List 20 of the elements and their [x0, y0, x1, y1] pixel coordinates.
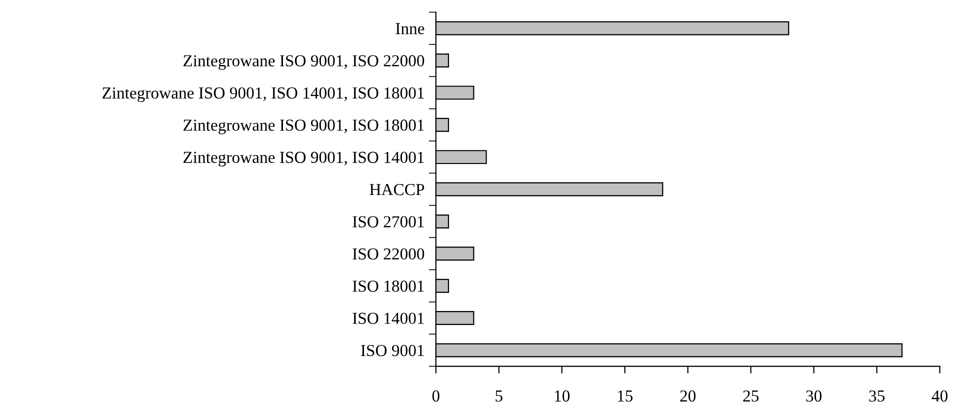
x-tick-label: 30: [806, 390, 822, 402]
y-tick-label: Zintegrowane ISO 9001, ISO 14001, ISO 18001: [102, 87, 424, 102]
y-tick-label: Zintegrowane ISO 9001, ISO 18001: [183, 120, 424, 134]
x-tick-label: 0: [432, 390, 440, 402]
x-tick-label: 40: [932, 390, 948, 402]
y-tick-label: Zintegrowane ISO 9001, ISO 22000: [183, 55, 424, 70]
y-tick-label: ISO 22000: [352, 248, 424, 260]
y-tick-label: ISO 14001: [352, 312, 424, 324]
x-tick-label: 25: [743, 390, 759, 402]
y-tick-label: ISO 9001: [361, 344, 424, 356]
x-tick-label: 15: [618, 390, 633, 402]
y-tick-label: HACCP: [370, 184, 424, 196]
x-tick-label: 35: [869, 390, 884, 402]
y-tick-label: ISO 18001: [352, 280, 424, 292]
y-tick-label: Zintegrowane ISO 9001, ISO 14001: [183, 152, 424, 166]
y-tick-label: Inne: [396, 23, 424, 34]
x-tick-label: 5: [496, 390, 502, 402]
x-tick-label: 10: [555, 390, 570, 402]
y-tick-label: ISO 27001: [352, 216, 424, 228]
x-tick-label: 20: [680, 390, 696, 402]
